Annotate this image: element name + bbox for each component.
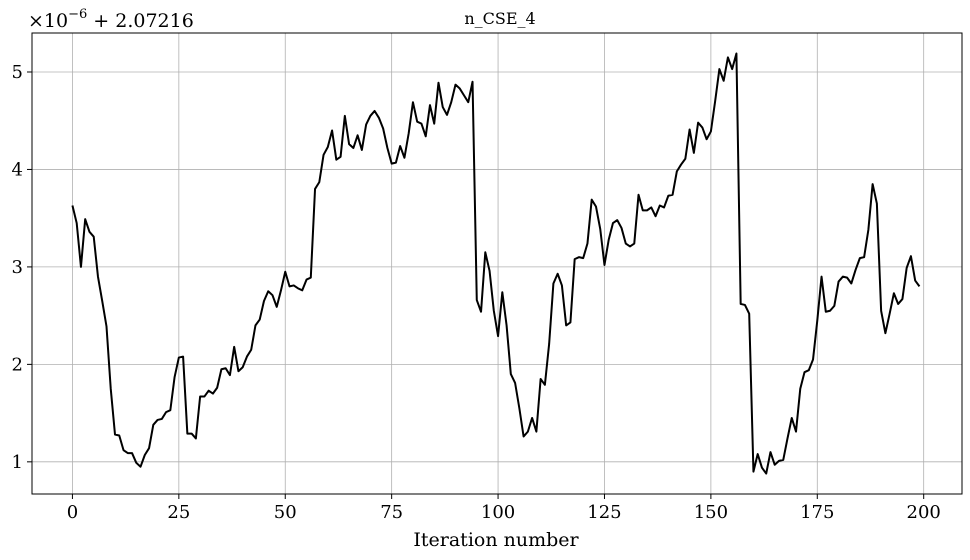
x-axis: 0 25 50 75 100 125 150 175 200 xyxy=(67,494,941,523)
y-tick-label: 1 xyxy=(12,452,23,473)
offset-multiplier-base: ×10 xyxy=(28,10,68,32)
y-tick-label: 3 xyxy=(12,257,23,278)
chart-title: n_CSE_4 xyxy=(464,9,535,28)
offset-multiplier-exponent: −6 xyxy=(68,7,87,22)
y-tick-label: 2 xyxy=(12,354,23,375)
x-tick-label: 0 xyxy=(67,502,78,523)
grid xyxy=(32,33,962,494)
x-tick-label: 75 xyxy=(380,502,403,523)
y-axis: 1 2 3 4 5 xyxy=(12,62,32,473)
plot-frame xyxy=(31,32,963,495)
x-tick-label: 25 xyxy=(167,502,190,523)
x-tick-label: 175 xyxy=(800,502,834,523)
series-layer xyxy=(71,52,921,475)
x-tick-label: 125 xyxy=(587,502,621,523)
x-tick-label: 50 xyxy=(274,502,297,523)
x-tick-label: 100 xyxy=(481,502,515,523)
x-tick-label: 150 xyxy=(694,502,728,523)
x-axis-title: Iteration number xyxy=(413,529,579,551)
y-tick-label: 5 xyxy=(12,62,23,83)
offset-value: + 2.07216 xyxy=(93,10,194,32)
series-line xyxy=(71,52,921,475)
y-axis-offset-label: ×10−6 + 2.07216 xyxy=(28,7,194,32)
x-tick-label: 200 xyxy=(907,502,941,523)
y-tick-label: 4 xyxy=(12,159,23,180)
